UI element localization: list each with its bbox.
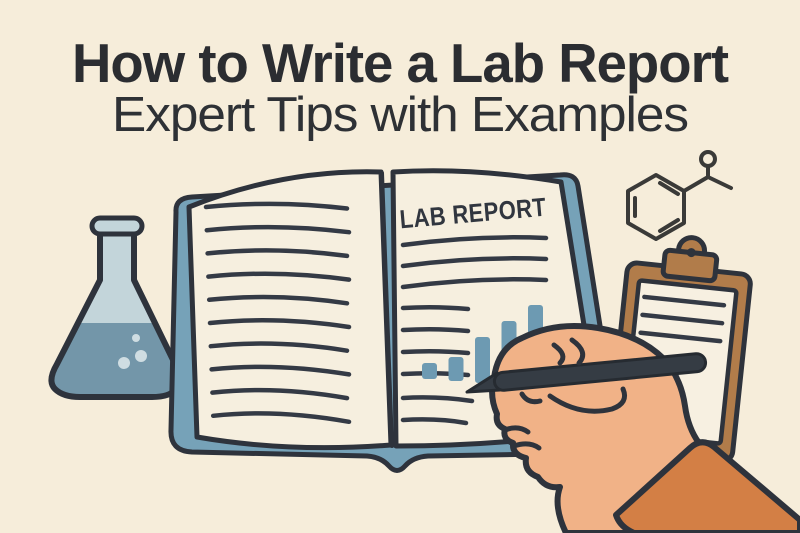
page-subtitle: Expert Tips with Examples (112, 88, 688, 142)
erlenmeyer-flask-icon (48, 215, 183, 400)
oxygen-atom (699, 150, 717, 168)
text-line (638, 330, 723, 344)
page-title: How to Write a Lab Report (72, 32, 729, 94)
text-line (207, 318, 352, 330)
text-line (400, 235, 549, 248)
text-line (400, 326, 471, 334)
left-page-text-lines (203, 201, 352, 425)
right-page-bottom-lines (400, 395, 475, 426)
double-bond (658, 218, 680, 233)
finger-separator (511, 441, 542, 451)
text-line (205, 248, 350, 259)
text-line (400, 417, 469, 426)
knuckle-line (551, 342, 566, 366)
flask-liquid (51, 323, 180, 397)
text-line (400, 395, 475, 404)
hand-details (502, 337, 628, 451)
text-line (203, 201, 350, 211)
bar (448, 357, 464, 381)
text-line (210, 387, 350, 401)
bubble (118, 357, 130, 369)
sleeve (613, 439, 800, 533)
text-line (206, 294, 350, 306)
book-left-page (186, 169, 394, 451)
double-bond (658, 181, 680, 196)
book-spine (380, 171, 394, 448)
bar (422, 363, 437, 379)
flask-rim (89, 215, 145, 237)
text-line (210, 411, 352, 425)
text-line (400, 256, 549, 269)
text-line (642, 294, 727, 308)
pen (465, 352, 708, 394)
text-line (204, 224, 352, 235)
text-line (640, 312, 725, 326)
clip-rivet (686, 248, 696, 258)
bar (475, 337, 490, 383)
text-line (209, 364, 352, 377)
pen-barrel (492, 352, 708, 392)
text-line (208, 341, 350, 353)
text-line (400, 348, 471, 356)
text-line (400, 277, 549, 290)
bubble (132, 334, 140, 342)
clipboard-text-lines (638, 294, 727, 344)
knuckle-line (569, 337, 586, 366)
right-page-text-lines (400, 235, 549, 290)
benzene-molecule-icon (626, 150, 733, 241)
finger-separator (502, 425, 531, 435)
bubble (135, 350, 147, 362)
thumb-line (519, 391, 543, 405)
text-line (400, 304, 471, 312)
text-line (206, 271, 352, 282)
index-finger-line (547, 386, 628, 414)
